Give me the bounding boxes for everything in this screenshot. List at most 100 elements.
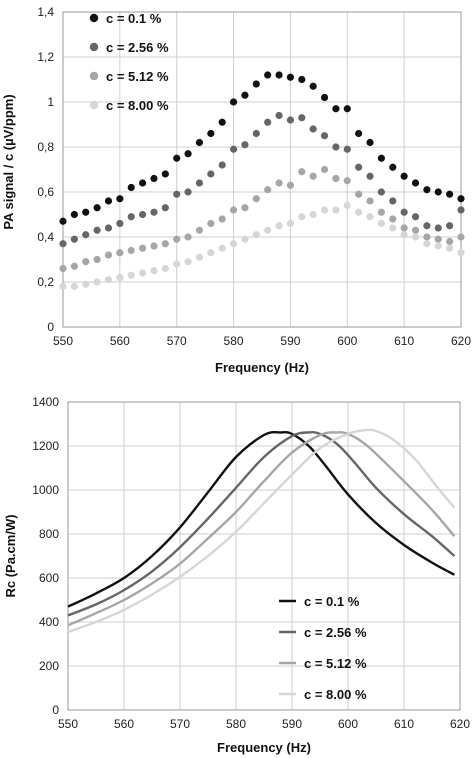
top-series-4-point: [332, 206, 340, 214]
top-series-1-point: [70, 210, 78, 219]
top-series-3-point: [59, 264, 67, 273]
bottom-y-tick-label: 200: [39, 659, 59, 673]
top-series-3-point: [389, 215, 397, 223]
bottom-legend-label: c = 0.1 %: [304, 594, 360, 609]
top-series-3-point: [457, 233, 465, 241]
top-series-3-point: [184, 233, 192, 241]
top-legend-label: c = 0.1 %: [106, 11, 162, 26]
top-series-4-point: [411, 233, 420, 241]
top-x-tick-label: 570: [167, 334, 187, 348]
top-series-1-point: [275, 71, 283, 79]
top-series-4-point: [389, 224, 397, 232]
top-legend-marker: [89, 100, 99, 110]
top-series-1-point: [377, 154, 385, 162]
top-series-3-point: [241, 204, 249, 212]
top-series-3-point: [150, 242, 158, 250]
top-legend-marker: [89, 13, 99, 23]
bottom-legend: c = 0.1 % c = 2.56 % c = 5.12 % c = 8.00 %: [279, 594, 367, 702]
top-series-1-point: [150, 174, 158, 183]
top-series-4-point: [423, 240, 431, 248]
top-series-2-point: [298, 114, 306, 122]
top-x-tick-label: 560: [110, 334, 130, 348]
top-series-4-point: [195, 253, 204, 261]
top-series-3-point: [446, 237, 454, 246]
top-y-axis-title: PA signal / c (µV/ppm): [1, 94, 16, 229]
top-y-tick-label: 0,8: [37, 140, 54, 154]
top-series-3-point: [161, 240, 169, 248]
top-x-tick-label: 580: [224, 334, 244, 348]
top-legend-marker: [89, 71, 99, 81]
top-series-1-point: [116, 195, 124, 203]
top-series-3-point: [127, 246, 135, 255]
top-series-4-point: [161, 264, 169, 273]
top-series-1-point: [400, 172, 408, 180]
top-series-2-point: [82, 231, 90, 239]
bottom-x-tick-label: 550: [58, 717, 78, 731]
top-series-4-point: [104, 276, 113, 284]
top-series-3-point: [264, 186, 272, 194]
top-x-tick-label: 620: [451, 334, 471, 348]
top-legend-label: c = 2.56 %: [106, 40, 169, 55]
bottom-series-2-line: [67, 430, 456, 617]
top-series-2-point: [366, 172, 374, 180]
top-series-2-point: [218, 161, 226, 169]
top-series-1-point: [82, 208, 90, 216]
top-series-3-point: [173, 235, 181, 243]
top-series-1-point: [411, 179, 420, 187]
bottom-x-tick-label: 600: [338, 717, 358, 731]
top-series-4-point: [70, 282, 78, 291]
top-series-1-point: [320, 93, 329, 102]
top-series-1-point: [139, 179, 147, 187]
top-series-1-point: [173, 154, 181, 162]
top-series-1-point: [207, 129, 215, 138]
top-series-2-point: [139, 210, 147, 219]
top-series-2-point: [229, 145, 238, 153]
top-series-4-point: [150, 267, 158, 275]
top-series-1-point: [127, 183, 135, 192]
top-series-3-point: [82, 258, 90, 266]
top-series-4-point: [207, 249, 215, 257]
top-series-1-point: [457, 195, 465, 203]
top-series-3-point: [139, 244, 147, 252]
top-series-3-point: [434, 235, 442, 243]
top-series-2-point: [434, 224, 442, 232]
top-series-2-point: [286, 116, 295, 124]
top-series-2-point: [446, 222, 454, 230]
top-series-4-point: [446, 244, 454, 252]
top-series-3-point: [229, 206, 238, 214]
top-series-4-point: [457, 249, 465, 257]
bottom-chart-lines: [67, 428, 456, 634]
top-series-3-point: [70, 262, 78, 270]
top-series-3-point: [218, 215, 226, 223]
top-series-4-point: [229, 240, 238, 248]
top-series-4-point: [366, 213, 374, 221]
top-series-2-point: [411, 213, 420, 221]
top-series-2-point: [320, 132, 329, 140]
top-series-2-point: [400, 208, 408, 216]
top-series-4-point: [173, 260, 181, 268]
top-series-1-point: [446, 190, 454, 198]
bottom-x-tick-label: 570: [170, 717, 190, 731]
top-series-1-point: [241, 91, 249, 99]
top-series-1-point: [195, 138, 204, 147]
top-series-3-point: [104, 251, 113, 259]
top-series-2-point: [343, 145, 351, 153]
top-series-3-point: [377, 208, 385, 216]
top-series-2-point: [116, 219, 124, 228]
top-series-4-point: [286, 219, 295, 228]
bottom-x-axis-title: Frequency (Hz): [217, 740, 311, 755]
top-series-3-point: [355, 190, 363, 198]
top-chart-grid: [62, 11, 462, 328]
top-series-3-point: [332, 174, 340, 183]
top-series-1-point: [229, 98, 238, 106]
top-series-3-point: [286, 181, 295, 189]
top-series-4-point: [184, 258, 192, 266]
pa-signal-scatter-chart: 550 560 570 580 590 600 610 620 0 0,2 0,4 0,6 0,8 1 1…: [1, 5, 471, 375]
bottom-y-tick-label: 800: [39, 527, 59, 541]
top-x-tick-labels: 550 560 570 580 590 600 610 620: [53, 334, 471, 348]
top-series-3-point: [275, 179, 283, 187]
top-series-1-point: [264, 71, 272, 79]
top-legend-label: c = 5.12 %: [106, 69, 169, 84]
top-series-4-point: [139, 269, 147, 277]
